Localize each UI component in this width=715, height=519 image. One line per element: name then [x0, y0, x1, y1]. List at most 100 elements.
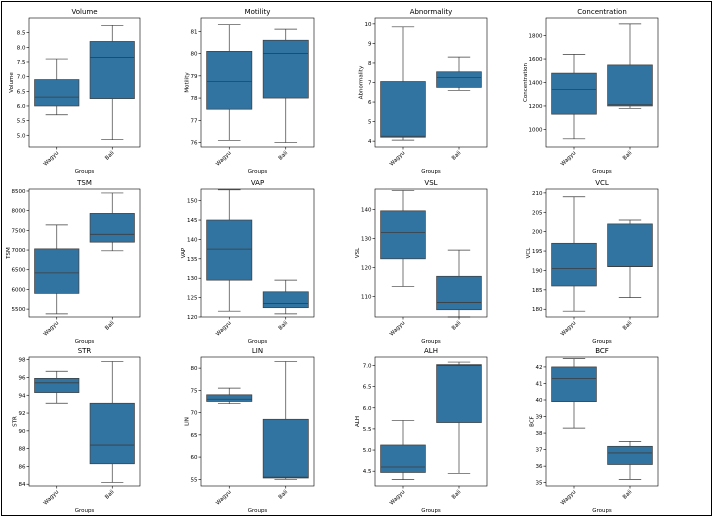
- y-tick-label: 8.0: [17, 45, 26, 51]
- axes-frame: [374, 17, 488, 148]
- y-tick-label: 96: [19, 375, 26, 381]
- box-bali: [262, 39, 309, 99]
- y-tick-label: 7.0: [363, 363, 372, 369]
- y-tick-label: 5.0: [17, 133, 26, 139]
- y-tick-label: 1600: [529, 57, 543, 63]
- y-tick-label: 4.5: [363, 469, 372, 475]
- subplot-title: VSL: [424, 179, 437, 187]
- y-tick-label: 6: [368, 100, 372, 106]
- y-tick-label: 145: [187, 218, 198, 224]
- axes-frame: [545, 356, 659, 487]
- x-tick-label: Bali: [622, 320, 634, 332]
- box-wagyu: [34, 248, 80, 294]
- subplot-title: Concentration: [577, 8, 627, 16]
- axes-frame: [374, 188, 488, 318]
- subplot-abnormality: Abnormality Wagyu Bali 4 5 6 7 8 9 10 Groups Abnorm…: [358, 8, 488, 175]
- subplot-str: STR Wagyu Bali 84 86 88 90 92 94 96 98 Groups STR: [12, 347, 141, 514]
- subplot-concentration: Concentration Wagyu Bali 1000 1200 1400 1600 18…: [523, 8, 659, 175]
- y-axis-label: BCF: [529, 416, 535, 427]
- y-tick-label: 90: [19, 429, 26, 435]
- box-wagyu: [34, 378, 80, 393]
- y-tick-label: 41: [536, 381, 543, 387]
- x-tick-label: Wagyu: [215, 150, 232, 167]
- y-tick-label: 65: [191, 433, 198, 439]
- y-axis-label: VSL: [355, 247, 361, 258]
- y-tick-label: 8500: [12, 189, 26, 195]
- x-tick-label: Wagyu: [389, 489, 406, 506]
- y-tick-label: 55: [191, 477, 198, 483]
- y-tick-label: 38: [536, 431, 543, 437]
- y-tick-label: 110: [361, 295, 372, 301]
- y-tick-label: 77: [191, 118, 198, 124]
- subplot-vap: VAP Wagyu Bali 120 125 130 135 140 145 150 Groups V…: [181, 179, 315, 345]
- y-tick-label: 40: [536, 398, 543, 404]
- y-tick-label: 81: [191, 29, 198, 35]
- x-tick-label: Bali: [622, 150, 634, 162]
- y-tick-label: 84: [19, 482, 26, 488]
- y-tick-label: 80: [191, 52, 198, 58]
- y-tick-label: 140: [187, 237, 198, 243]
- subplot-title: Volume: [71, 8, 97, 16]
- y-tick-label: 200: [532, 230, 543, 236]
- y-tick-label: 8000: [12, 209, 26, 215]
- box-wagyu: [380, 210, 426, 260]
- y-tick-label: 6000: [12, 287, 26, 293]
- y-tick-label: 35: [536, 481, 543, 487]
- x-tick-label: Bali: [104, 150, 116, 162]
- axes-frame: [28, 356, 141, 487]
- x-tick-label: Wagyu: [215, 320, 232, 337]
- subplot-title: TSM: [76, 179, 92, 187]
- y-tick-label: 7000: [12, 248, 26, 254]
- y-tick-label: 150: [187, 199, 198, 205]
- y-tick-label: 190: [532, 268, 543, 274]
- y-tick-label: 60: [191, 455, 198, 461]
- x-tick-label: Bali: [104, 320, 116, 332]
- x-axis-label: Groups: [75, 508, 95, 514]
- y-tick-label: 130: [361, 236, 372, 242]
- y-tick-label: 5.5: [17, 119, 26, 125]
- y-tick-label: 205: [532, 210, 543, 216]
- y-tick-label: 88: [19, 447, 26, 453]
- x-tick-label: Wagyu: [560, 150, 577, 167]
- box-bali: [262, 418, 309, 479]
- y-tick-label: 1800: [529, 34, 543, 40]
- box-bali: [607, 445, 653, 465]
- y-axis-label: Concentration: [523, 63, 529, 102]
- y-tick-label: 79: [191, 74, 198, 80]
- y-axis-label: Motility: [184, 72, 190, 93]
- y-tick-label: 7.5: [17, 60, 26, 66]
- axes-frame: [200, 356, 315, 487]
- x-tick-label: Bali: [104, 489, 116, 501]
- y-tick-label: 36: [536, 464, 543, 470]
- axes-frame: [200, 17, 315, 148]
- y-tick-label: 5.5: [363, 427, 372, 433]
- subplot-alh: ALH Wagyu Bali 4.5 5.0 5.5 6.0 6.5 7.0 Groups ALH: [355, 347, 488, 514]
- box-bali: [89, 213, 135, 243]
- y-tick-label: 39: [536, 415, 543, 421]
- y-tick-label: 185: [532, 288, 543, 294]
- y-tick-label: 75: [191, 388, 198, 394]
- x-tick-label: Bali: [278, 489, 290, 501]
- y-tick-label: 6.0: [17, 104, 26, 110]
- box-bali: [262, 291, 309, 309]
- box-wagyu: [206, 51, 253, 110]
- subplot-tsm: TSM Wagyu Bali 5500 6000 6500 7000 7500 8000 8500…: [6, 179, 141, 345]
- x-tick-label: Bali: [451, 489, 463, 501]
- y-tick-label: 6500: [12, 268, 26, 274]
- y-tick-label: 130: [187, 276, 198, 282]
- x-axis-label: Groups: [248, 339, 268, 345]
- y-axis-label: Volume: [9, 72, 15, 93]
- subplot-title: Abnormality: [410, 8, 453, 16]
- y-tick-label: 7.0: [17, 75, 26, 81]
- box-wagyu: [206, 219, 253, 281]
- subplot-title: VAP: [251, 179, 264, 187]
- box-bali: [89, 41, 135, 99]
- x-axis-label: Groups: [592, 339, 612, 345]
- y-tick-label: 92: [19, 411, 26, 417]
- axes-frame: [545, 17, 659, 148]
- x-tick-label: Bali: [278, 150, 290, 162]
- y-tick-label: 5: [368, 120, 372, 126]
- y-tick-label: 1400: [529, 81, 543, 87]
- subplot-title: ALH: [424, 347, 438, 355]
- y-tick-label: 70: [191, 411, 198, 417]
